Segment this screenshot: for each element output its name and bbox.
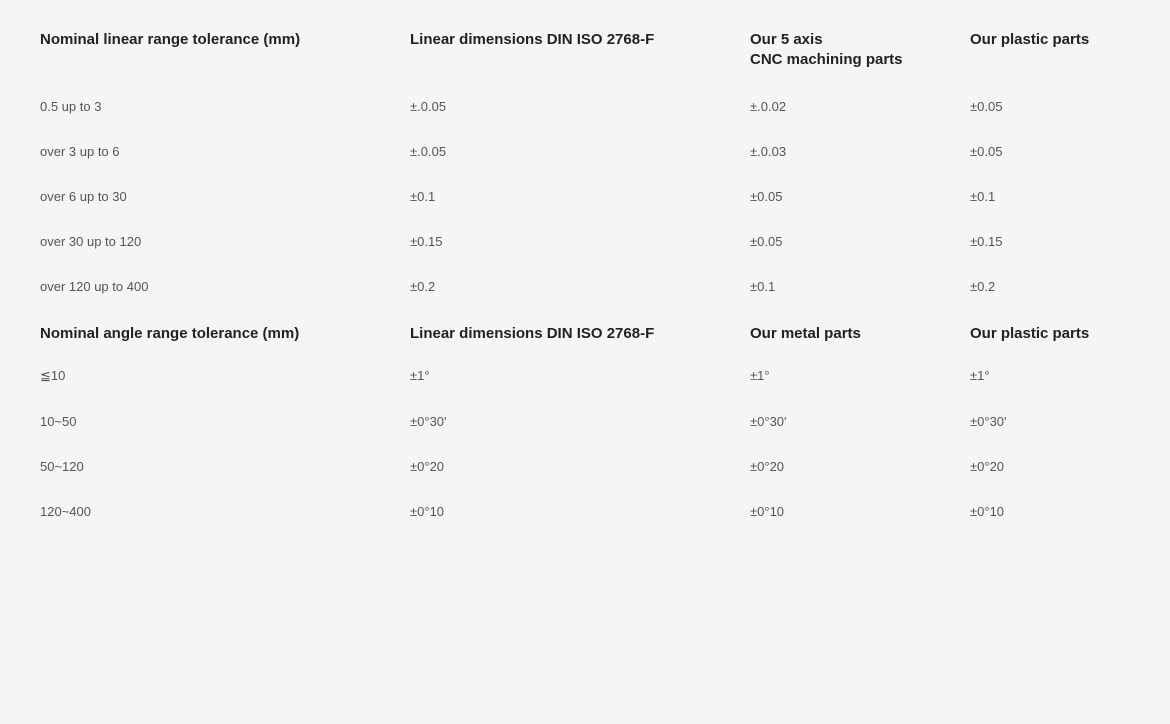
linear-din-cell: ±0.2 xyxy=(410,279,750,294)
angle-din-cell: ±0°30' xyxy=(410,414,750,429)
angle-din-cell: ±0°20 xyxy=(410,459,750,474)
linear-5axis-cell: ±.0.03 xyxy=(750,144,970,159)
table-row: 0.5 up to 3 ±.0.05 ±.0.02 ±0.05 xyxy=(40,99,1130,114)
linear-5axis-cell: ±0.05 xyxy=(750,189,970,204)
table-row: over 6 up to 30 ±0.1 ±0.05 ±0.1 xyxy=(40,189,1130,204)
linear-header-din: Linear dimensions DIN ISO 2768-F xyxy=(410,30,750,50)
angle-din-cell: ±0°10 xyxy=(410,504,750,519)
linear-header-plastic: Our plastic parts xyxy=(970,30,1130,50)
linear-header-nominal: Nominal linear range tolerance (mm) xyxy=(40,30,410,50)
angle-range-cell: 50~120 xyxy=(40,459,410,474)
angle-metal-cell: ±0°10 xyxy=(750,504,970,519)
linear-5axis-cell: ±0.1 xyxy=(750,279,970,294)
linear-plastic-cell: ±0.05 xyxy=(970,144,1130,159)
table-row: over 3 up to 6 ±.0.05 ±.0.03 ±0.05 xyxy=(40,144,1130,159)
linear-din-cell: ±0.1 xyxy=(410,189,750,204)
angle-range-cell: 120~400 xyxy=(40,504,410,519)
angle-din-cell: ±1° xyxy=(410,368,750,384)
linear-plastic-cell: ±0.05 xyxy=(970,99,1130,114)
linear-din-cell: ±.0.05 xyxy=(410,144,750,159)
linear-5axis-cell: ±.0.02 xyxy=(750,99,970,114)
linear-din-cell: ±0.15 xyxy=(410,234,750,249)
angle-tolerance-table: Nominal angle range tolerance (mm) Linea… xyxy=(40,324,1130,519)
table-row: 120~400 ±0°10 ±0°10 ±0°10 xyxy=(40,504,1130,519)
angle-header-nominal: Nominal angle range tolerance (mm) xyxy=(40,324,410,344)
angle-plastic-cell: ±0°20 xyxy=(970,459,1130,474)
table-row: ≦10 ±1° ±1° ±1° xyxy=(40,368,1130,384)
angle-plastic-cell: ±0°10 xyxy=(970,504,1130,519)
table-row: 50~120 ±0°20 ±0°20 ±0°20 xyxy=(40,459,1130,474)
angle-header-row: Nominal angle range tolerance (mm) Linea… xyxy=(40,324,1130,344)
angle-range-cell: 10~50 xyxy=(40,414,410,429)
angle-metal-cell: ±0°30' xyxy=(750,414,970,429)
table-row: over 120 up to 400 ±0.2 ±0.1 ±0.2 xyxy=(40,279,1130,294)
linear-din-cell: ±.0.05 xyxy=(410,99,750,114)
table-row: 10~50 ±0°30' ±0°30' ±0°30' xyxy=(40,414,1130,429)
table-row: over 30 up to 120 ±0.15 ±0.05 ±0.15 xyxy=(40,234,1130,249)
angle-header-plastic: Our plastic parts xyxy=(970,324,1130,344)
linear-range-cell: over 3 up to 6 xyxy=(40,144,410,159)
angle-plastic-cell: ±0°30' xyxy=(970,414,1130,429)
linear-range-cell: over 120 up to 400 xyxy=(40,279,410,294)
angle-metal-cell: ±1° xyxy=(750,368,970,384)
linear-range-cell: 0.5 up to 3 xyxy=(40,99,410,114)
linear-5axis-cell: ±0.05 xyxy=(750,234,970,249)
angle-plastic-cell: ±1° xyxy=(970,368,1130,384)
linear-plastic-cell: ±0.1 xyxy=(970,189,1130,204)
angle-header-metal: Our metal parts xyxy=(750,324,970,344)
linear-header-5axis: Our 5 axisCNC machining parts xyxy=(750,30,970,71)
linear-range-cell: over 6 up to 30 xyxy=(40,189,410,204)
angle-metal-cell: ±0°20 xyxy=(750,459,970,474)
linear-tolerance-table: Nominal linear range tolerance (mm) Line… xyxy=(40,30,1130,294)
linear-header-row: Nominal linear range tolerance (mm) Line… xyxy=(40,30,1130,71)
angle-range-cell: ≦10 xyxy=(40,368,410,384)
linear-range-cell: over 30 up to 120 xyxy=(40,234,410,249)
angle-header-din: Linear dimensions DIN ISO 2768-F xyxy=(410,324,750,344)
linear-plastic-cell: ±0.2 xyxy=(970,279,1130,294)
linear-plastic-cell: ±0.15 xyxy=(970,234,1130,249)
